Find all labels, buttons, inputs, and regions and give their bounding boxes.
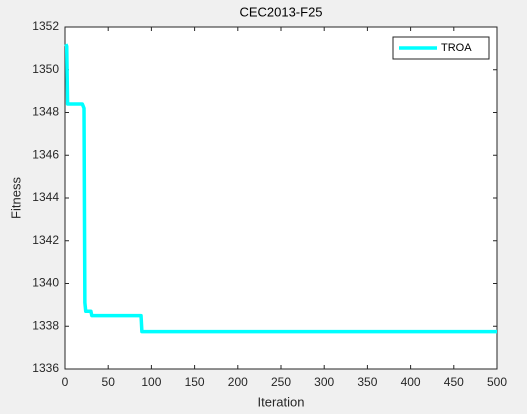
- y-tick-label: 1344: [32, 190, 59, 204]
- x-axis-label: Iteration: [258, 394, 305, 409]
- y-tick-label: 1336: [32, 361, 59, 375]
- y-tick-label: 1342: [32, 233, 59, 247]
- y-tick-label: 1348: [32, 105, 59, 119]
- x-tick-label: 0: [62, 375, 69, 389]
- x-tick-label: 300: [314, 375, 334, 389]
- x-tick-label: 50: [102, 375, 116, 389]
- y-axis-label: Fitness: [8, 177, 23, 219]
- y-tick-label: 1352: [32, 19, 59, 33]
- y-tick-label: 1346: [32, 147, 59, 161]
- legend-label: TROA: [441, 42, 472, 54]
- x-tick-label: 250: [271, 375, 291, 389]
- y-tick-label: 1338: [32, 318, 59, 332]
- chart-title: CEC2013-F25: [239, 4, 322, 19]
- x-tick-label: 450: [444, 375, 464, 389]
- x-tick-label: 350: [357, 375, 377, 389]
- x-tick-label: 150: [185, 375, 205, 389]
- x-tick-label: 500: [487, 375, 507, 389]
- x-tick-label: 100: [141, 375, 161, 389]
- y-tick-label: 1340: [32, 276, 59, 290]
- legend-box: [392, 36, 490, 60]
- x-tick-label: 400: [401, 375, 421, 389]
- x-tick-label: 200: [228, 375, 248, 389]
- axes-box: [64, 26, 498, 370]
- data-line: [64, 43, 497, 334]
- y-tick-label: 1350: [32, 62, 59, 76]
